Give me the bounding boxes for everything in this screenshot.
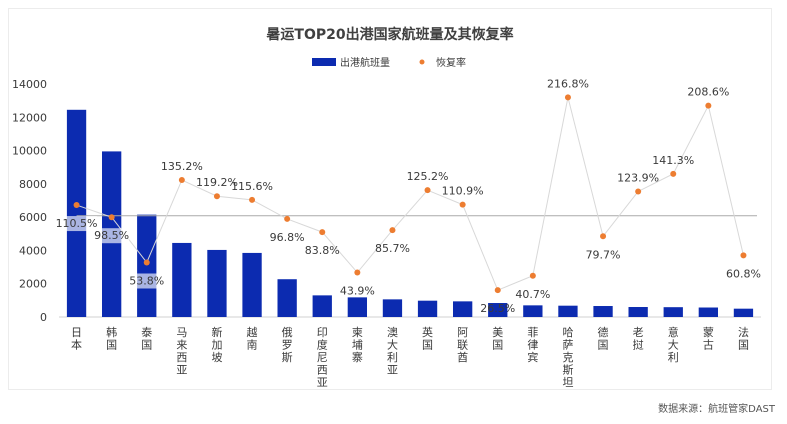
rate-dot — [284, 215, 291, 222]
y-tick-label: 8000 — [19, 178, 47, 191]
category-label: 俄罗斯 — [282, 326, 293, 364]
data-source-note: 数据来源：航班管家DAST — [658, 404, 775, 415]
legend-bar-swatch — [312, 58, 336, 66]
rate-label: 125.2% — [407, 170, 449, 183]
bar — [242, 252, 262, 317]
category-label: 泰国 — [141, 325, 152, 352]
bar — [277, 279, 297, 317]
bar — [523, 305, 543, 317]
rate-dot — [143, 259, 150, 266]
bar — [452, 301, 473, 317]
bar — [628, 307, 648, 317]
y-tick-label: 10000 — [12, 145, 47, 158]
category-label: 德国 — [598, 325, 609, 352]
category-label: 新加坡 — [211, 325, 222, 364]
category-label: 韩国 — [106, 325, 117, 352]
rate-label-background — [94, 228, 130, 244]
rate-label: 83.8% — [305, 244, 340, 257]
y-tick-label: 4000 — [19, 244, 47, 257]
rate-dot — [564, 94, 571, 101]
rate-dot — [319, 229, 326, 236]
rate-label-background — [129, 273, 165, 289]
rate-label: 119.2% — [196, 176, 238, 189]
category-label: 法国 — [738, 325, 749, 352]
category-label: 英国 — [422, 325, 433, 352]
bar — [172, 242, 192, 317]
rate-label: 115.6% — [231, 180, 273, 193]
y-tick-label: 6000 — [19, 211, 47, 224]
bar — [488, 303, 508, 317]
bar — [66, 109, 87, 318]
chart-frame: 暑运TOP20出港国家航班量及其恢复率出港航班量 恢复率 0 2000 4000 6000… — [8, 8, 772, 390]
bar — [558, 305, 578, 317]
rate-dot — [459, 201, 466, 208]
category-label: 老挝 — [633, 326, 644, 352]
rate-dot — [249, 196, 256, 203]
y-tick-label: 12000 — [12, 111, 47, 124]
category-label: 柬埔寨 — [352, 326, 363, 364]
rate-label: 141.3% — [652, 154, 694, 167]
category-label: 菲律宾 — [527, 326, 538, 364]
bar — [733, 308, 754, 317]
rate-dot — [740, 252, 747, 259]
rate-dot — [354, 269, 361, 276]
category-label: 澳大利亚 — [387, 326, 398, 377]
legend-dot-swatch — [419, 59, 425, 65]
y-tick-label: 0 — [40, 311, 47, 324]
rate-dot — [73, 202, 80, 209]
bar — [347, 297, 368, 317]
rate-label: 43.9% — [340, 285, 375, 298]
legend-dot-label: 恢复率 — [436, 56, 466, 69]
chart-title: 暑运TOP20出港国家航班量及其恢复率 — [266, 26, 513, 43]
bar — [207, 249, 227, 317]
bar — [312, 295, 332, 317]
bar — [663, 307, 683, 317]
category-label: 蒙古 — [703, 326, 714, 352]
rate-label: 85.7% — [375, 242, 410, 255]
rate-label-background — [55, 216, 98, 232]
rate-dot — [213, 193, 220, 200]
category-label: 印度尼西亚 — [317, 326, 328, 389]
rate-label: 98.5% — [94, 229, 129, 242]
rate-dot — [389, 227, 396, 234]
rate-label: 53.8% — [129, 274, 164, 287]
bar — [417, 300, 438, 317]
category-label: 日本 — [71, 326, 82, 352]
bar — [382, 299, 403, 317]
rate-line — [76, 97, 744, 291]
category-label: 哈萨克斯坦 — [562, 326, 573, 389]
rate-dot — [108, 214, 115, 221]
rate-label: 110.5% — [56, 217, 98, 230]
category-label: 马来西亚 — [176, 326, 187, 377]
bar — [593, 306, 613, 317]
rate-label: 216.8% — [547, 77, 589, 90]
bar — [137, 214, 157, 317]
rate-dot — [635, 188, 642, 195]
rate-label: 26.5% — [480, 302, 515, 315]
y-tick-label: 2000 — [19, 278, 47, 291]
rate-label: 40.7% — [515, 288, 550, 301]
rate-dot — [600, 233, 607, 240]
rate-dot — [670, 170, 677, 177]
rate-dot — [424, 187, 431, 194]
rate-label: 123.9% — [617, 171, 659, 184]
rate-dot — [705, 102, 712, 109]
rate-dot — [178, 177, 185, 184]
category-label: 美国 — [492, 326, 503, 352]
category-label: 阿联酋 — [457, 326, 468, 364]
bar — [698, 307, 719, 317]
category-label: 意大利 — [668, 325, 679, 364]
rate-label: 135.2% — [161, 160, 203, 173]
rate-label: 96.8% — [270, 231, 305, 244]
rate-label: 79.7% — [586, 248, 621, 261]
legend-bar-label: 出港航班量 — [340, 56, 390, 69]
rate-dot — [494, 287, 501, 294]
category-label: 越南 — [247, 325, 258, 352]
rate-label: 208.6% — [687, 86, 729, 99]
y-tick-label: 14000 — [12, 78, 47, 91]
rate-label: 110.9% — [442, 185, 484, 198]
rate-label: 60.8% — [726, 267, 761, 280]
rate-dot — [529, 272, 536, 279]
